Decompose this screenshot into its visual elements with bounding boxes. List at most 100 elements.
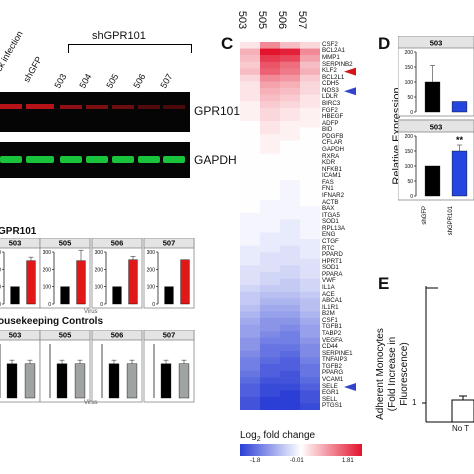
- panel-title: 507: [163, 239, 176, 248]
- bar: [6, 363, 18, 399]
- band-507: [163, 105, 185, 109]
- heatmap-cell: [240, 304, 261, 312]
- heatmap-cell: [260, 364, 281, 371]
- colorbar-tick-mid: -0.01: [290, 458, 304, 464]
- heatmap-cell: [280, 212, 301, 220]
- heatmap-row-label: HPRT1: [322, 257, 343, 265]
- heatmap-cell: [240, 193, 261, 201]
- heatmap-row-label: FN1: [322, 185, 334, 193]
- heatmap: [240, 42, 320, 410]
- heatmap-cell: [260, 337, 281, 345]
- heatmap-cell: [300, 173, 320, 181]
- heatmap-cell: [240, 298, 261, 306]
- heatmap-row-label: BCL2A1: [322, 47, 346, 55]
- lane-label-504: 504: [77, 71, 94, 90]
- heatmap-row-label: ACE: [322, 290, 335, 298]
- heatmap-row-label: RTC: [322, 244, 335, 252]
- heatmap-cell: [300, 364, 320, 371]
- heatmap-col-503: 503: [236, 10, 249, 30]
- heatmap-cell: [260, 219, 281, 227]
- bar: [76, 260, 86, 305]
- band-mock: [0, 104, 22, 109]
- bar: [108, 363, 120, 399]
- heatmap-row-label: RPL13A: [322, 224, 346, 232]
- heatmap-cell: [260, 160, 281, 168]
- bar: [56, 363, 68, 399]
- shgpr101-group-bracket: [68, 44, 192, 53]
- panel-e-ylabel-line1: Adherent Monocytes: [375, 328, 386, 420]
- blot-gapdh: [0, 142, 190, 178]
- heatmap-cell: [260, 285, 281, 293]
- panel-letter-c: C: [221, 34, 234, 53]
- heatmap-cell: [240, 160, 261, 168]
- heatmap-row-label: PDGFB: [322, 132, 344, 140]
- heatmap-col-507: 507: [296, 10, 309, 30]
- heatmap-row-label: CTGF: [322, 237, 339, 245]
- heatmap-cell: [300, 61, 320, 69]
- heatmap-row-label: SELE: [322, 382, 338, 390]
- heatmap-cell: [280, 318, 301, 325]
- heatmap-cell: [300, 324, 320, 332]
- heatmap-row-label: ADFP: [322, 119, 339, 127]
- heatmap-cell: [240, 337, 261, 345]
- heatmap-cell: [240, 219, 261, 227]
- heatmap-cell: [240, 272, 261, 279]
- panel-e-ylabel: Adherent Monocytes (Fold Increase in Flu…: [375, 309, 411, 439]
- heatmap-cell: [240, 120, 261, 128]
- heatmap-cell: [240, 285, 261, 293]
- heatmap-cell: [260, 232, 281, 240]
- heatmap-cell: [240, 147, 261, 155]
- heatmap-cell: [260, 324, 281, 332]
- heatmap-cell: [300, 226, 320, 233]
- heatmap-cell: [300, 74, 320, 82]
- heatmap-row-label: B2M: [322, 310, 335, 318]
- y-tick-label: 0: [152, 302, 155, 308]
- heatmap-cell: [280, 331, 301, 339]
- heatmap-cell: [280, 364, 301, 371]
- heatmap-cell: [300, 68, 320, 76]
- heatmap-cell: [260, 61, 281, 69]
- heatmap-row-label: RXRA: [322, 152, 340, 160]
- y-tick-label: 150: [405, 65, 414, 71]
- heatmap-row-label: BCL2L1: [322, 73, 345, 81]
- heatmap-cell: [260, 239, 281, 247]
- heatmap-cell: [280, 390, 301, 398]
- y-tick-label: 0: [0, 302, 1, 308]
- panel-letter-d: D: [378, 34, 391, 53]
- heatmap-cell: [240, 344, 261, 352]
- colorbar-tick-min: -1.8: [250, 458, 261, 464]
- bar-panel: 507 0 100 200 300: [143, 238, 195, 309]
- heatmap-cell: [280, 55, 301, 63]
- heatmap-cell: [260, 206, 281, 214]
- heatmap-row-label: KDR: [322, 159, 336, 167]
- heatmap-row-label: FAS: [322, 178, 334, 186]
- heatmap-cell: [240, 331, 261, 339]
- heatmap-cell: [260, 147, 281, 155]
- heatmap-cell: [260, 81, 281, 89]
- heatmap-cell: [280, 180, 301, 187]
- heatmap-row-label: VWF: [322, 277, 336, 285]
- heatmap-cell: [260, 311, 281, 319]
- highlight-arrow: [344, 87, 356, 96]
- heatmap-cell: [260, 68, 281, 76]
- y-tick-label: 100: [0, 285, 1, 291]
- bar: [24, 363, 36, 399]
- heatmap-cell: [280, 403, 301, 410]
- heatmap-cell: [240, 239, 261, 247]
- heatmap-cell: [300, 318, 320, 325]
- heatmap-cell: [240, 68, 261, 76]
- heatmap-cell: [280, 147, 301, 155]
- panel-e-bar: [451, 399, 474, 423]
- bar: [451, 101, 468, 113]
- lane-label-505: 505: [104, 71, 121, 90]
- heatmap-cell: [300, 101, 320, 109]
- y-tick-label: 0: [410, 194, 413, 200]
- heatmap-row-label: VEGFA: [322, 336, 343, 344]
- bar-panel: 503 0 50 100 150 200 **: [398, 119, 474, 201]
- panel-header: [143, 330, 195, 341]
- panel-title: 505: [59, 239, 72, 248]
- heatmap-cell: [260, 180, 281, 187]
- heatmap-row-label: TGFB2: [322, 362, 342, 370]
- colorbar: [240, 444, 362, 456]
- heatmap-cell: [240, 370, 261, 378]
